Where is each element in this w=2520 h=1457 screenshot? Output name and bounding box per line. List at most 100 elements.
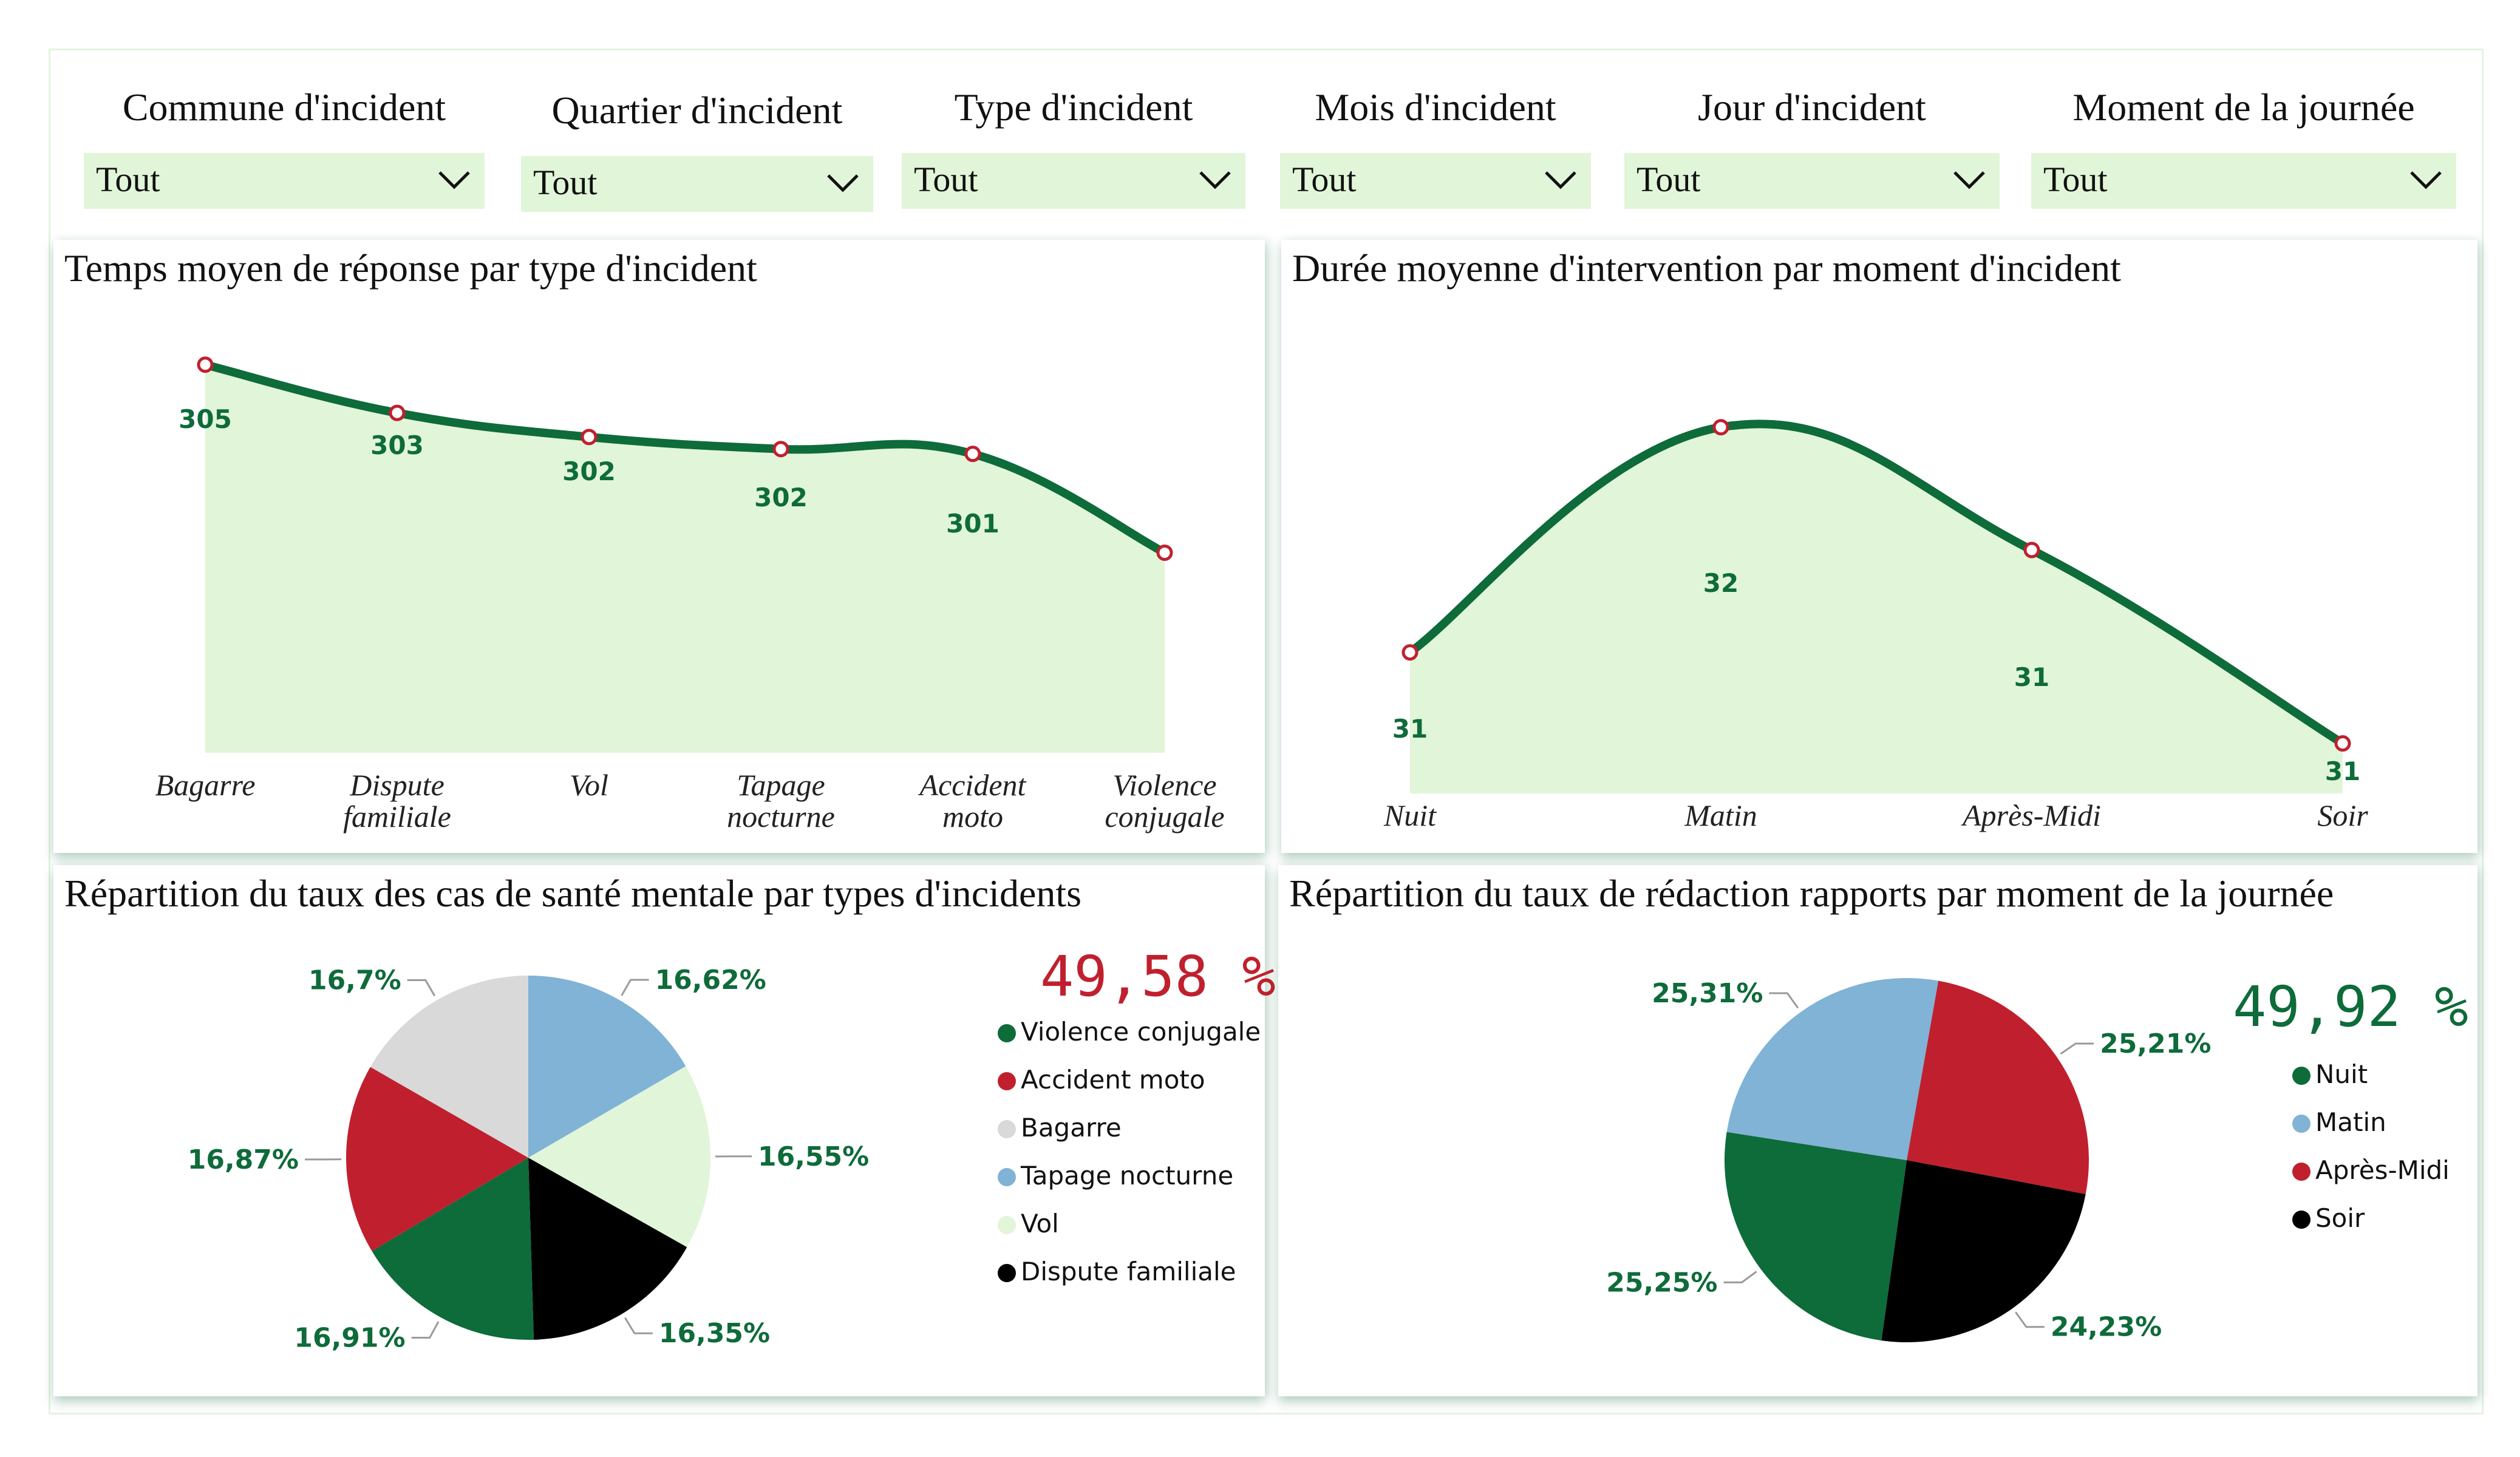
leader-line	[1769, 992, 1799, 1009]
slicer-jour: Jour d'incident Tout	[1624, 85, 2000, 212]
duration-chart: 31 Nuit 32 Matin 31 Après-Midi 31 Soir	[1383, 419, 2368, 832]
data-point	[2023, 542, 2040, 559]
slicer-quartier: Quartier d'incident Tout	[521, 88, 873, 216]
legend-marker-icon	[998, 1216, 1016, 1234]
data-label: 31	[2014, 662, 2049, 692]
category-label: Vol	[570, 768, 608, 802]
slicer-mois-value: Tout	[1292, 160, 1357, 199]
pie-slice	[346, 1067, 528, 1251]
category-label: Matin	[1684, 798, 1757, 832]
area-fill	[1410, 424, 2343, 793]
data-label: 301	[946, 509, 999, 538]
legend-item[interactable]: Soir	[2292, 1203, 2365, 1233]
data-label: 32	[1703, 568, 1738, 598]
legend-item[interactable]: Matin	[2292, 1107, 2386, 1137]
slice-label: 16,55%	[758, 1141, 869, 1172]
legend-item[interactable]: Accident moto	[998, 1065, 1205, 1095]
pie-slice	[528, 976, 686, 1158]
legend-marker-icon	[998, 1120, 1016, 1138]
category-label: Après-Midi	[1961, 798, 2101, 832]
legend-marker-icon	[998, 1072, 1016, 1090]
category-label: Accident	[918, 768, 1027, 802]
slicer-commune-title: Commune d'incident	[122, 86, 446, 129]
chevron-down-icon	[1953, 171, 1985, 189]
category-label: moto	[942, 800, 1003, 834]
slicer-mois-title: Mois d'incident	[1315, 86, 1556, 129]
slice-label: 25,31%	[1652, 978, 1763, 1009]
slicer-type-dropdown[interactable]: Tout	[902, 153, 1245, 209]
slicer-type-title: Type d'incident	[954, 86, 1193, 129]
slicer-quartier-dropdown[interactable]: Tout	[521, 156, 873, 212]
legend-marker-icon	[998, 1168, 1016, 1186]
legend-item[interactable]: Violence conjugale	[998, 1017, 1261, 1047]
leader-line	[411, 1321, 440, 1339]
data-point	[1712, 419, 1729, 436]
chevron-down-icon	[1545, 171, 1576, 189]
slicer-moment-dropdown[interactable]: Tout	[2031, 153, 2456, 209]
slice-label: 25,25%	[1606, 1267, 1717, 1298]
legend-item[interactable]: Vol	[998, 1209, 1059, 1238]
pie-slice	[1907, 980, 2089, 1194]
legend-item[interactable]: Nuit	[2292, 1059, 2368, 1089]
data-label: 31	[1392, 714, 1428, 744]
reports-panel: Répartition du taux de rédaction rapport…	[1278, 865, 2477, 1396]
response-time-title: Temps moyen de réponse par type d'incide…	[64, 246, 757, 290]
mental-health-pie: 16,62% 16,55% 16,35% 16,91% 16,87% 16,7%	[188, 965, 870, 1353]
legend-marker-icon	[998, 1024, 1016, 1042]
legend-marker-icon	[2292, 1067, 2311, 1085]
duration-panel: Durée moyenne d'intervention par moment …	[1281, 240, 2477, 853]
slicer-mois: Mois d'incident Tout	[1280, 85, 1591, 212]
slice-label: 16,62%	[655, 965, 766, 996]
leader-line	[624, 1317, 653, 1334]
chevron-down-icon	[2410, 171, 2442, 189]
category-label: Nuit	[1383, 798, 1437, 832]
slicer-quartier-title: Quartier d'incident	[551, 89, 843, 132]
legend-item[interactable]: Tapage nocturne	[998, 1161, 1233, 1190]
slice-label: 16,7%	[308, 965, 401, 996]
category-label: Dispute	[349, 768, 444, 802]
legend-item[interactable]: Dispute familiale	[998, 1257, 1236, 1286]
data-label: 305	[179, 404, 232, 434]
chevron-down-icon	[827, 174, 859, 192]
slicer-moment-title: Moment de la journée	[2072, 86, 2415, 129]
legend-marker-icon	[2292, 1211, 2311, 1229]
slicer-type: Type d'incident Tout	[902, 85, 1245, 212]
legend-label: Soir	[2315, 1203, 2365, 1233]
legend-marker-icon	[998, 1264, 1016, 1282]
data-point	[2334, 735, 2351, 752]
chevron-down-icon	[438, 171, 470, 189]
pie-slice	[528, 1158, 687, 1340]
dashboard-frame	[49, 49, 2484, 1415]
legend-marker-icon	[2292, 1163, 2311, 1181]
slicer-quartier-value: Tout	[533, 163, 598, 202]
slicer-commune: Commune d'incident Tout	[84, 85, 485, 212]
category-label: nocturne	[727, 800, 835, 834]
leader-line	[621, 979, 649, 996]
mental-health-kpi: 49,58 %	[1040, 944, 1276, 1009]
legend-label: Nuit	[2315, 1059, 2368, 1089]
slicer-jour-value: Tout	[1636, 160, 1701, 199]
slicer-commune-dropdown[interactable]: Tout	[84, 153, 485, 209]
duration-title: Durée moyenne d'intervention par moment …	[1292, 246, 2121, 290]
data-point	[1156, 544, 1173, 561]
data-point	[197, 356, 214, 373]
legend-item[interactable]: Bagarre	[998, 1113, 1122, 1143]
slicer-jour-dropdown[interactable]: Tout	[1624, 153, 2000, 209]
data-label: 31	[2325, 756, 2360, 786]
leader-line	[407, 979, 436, 997]
series-line	[201, 360, 1169, 557]
slicer-mois-dropdown[interactable]: Tout	[1280, 153, 1591, 209]
data-point	[389, 404, 406, 421]
series-line	[1406, 419, 2347, 748]
data-label: 302	[754, 483, 808, 512]
data-label: 302	[562, 457, 616, 486]
category-label: conjugale	[1105, 800, 1224, 834]
legend-item[interactable]: Après-Midi	[2292, 1155, 2450, 1185]
data-label: 303	[370, 430, 424, 460]
legend-label: Après-Midi	[2315, 1155, 2450, 1185]
legend-label: Bagarre	[1021, 1113, 1122, 1143]
data-point	[772, 441, 789, 458]
reports-title: Répartition du taux de rédaction rapport…	[1289, 872, 2334, 915]
pie-slice	[1881, 1160, 2086, 1342]
